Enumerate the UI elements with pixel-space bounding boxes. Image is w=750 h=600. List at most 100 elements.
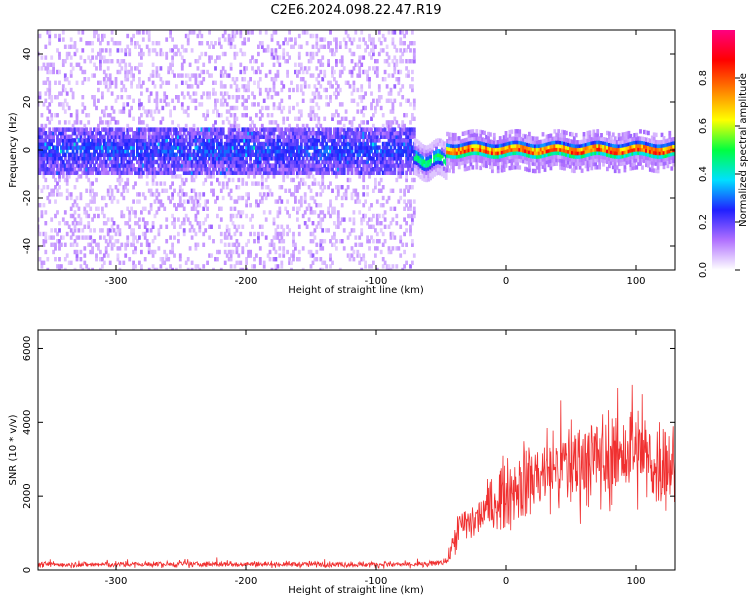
heatmap-cell: [262, 192, 266, 197]
heatmap-cell: [409, 149, 412, 154]
heatmap-cell: [218, 37, 221, 42]
heatmap-cell: [214, 98, 217, 103]
heatmap-cell: [104, 105, 108, 111]
heatmap-cell: [405, 152, 408, 157]
heatmap-cell: [157, 73, 161, 78]
heatmap-cell: [99, 228, 102, 233]
heatmap-cell: [258, 127, 262, 132]
heatmap-cell: [413, 149, 417, 154]
heatmap-cell: [102, 109, 106, 114]
heatmap-cell: [336, 185, 340, 190]
heatmap-cell: [381, 156, 385, 161]
heatmap-cell: [239, 131, 243, 136]
heatmap-cell: [200, 163, 204, 168]
heatmap-cell: [141, 163, 145, 168]
heatmap-cell: [104, 80, 108, 85]
heatmap-cell: [58, 228, 61, 233]
heatmap-cell: [421, 169, 425, 174]
heatmap-cell: [352, 217, 356, 222]
heatmap-cell: [405, 242, 408, 247]
heatmap-cell: [348, 37, 352, 42]
heatmap-cell: [397, 246, 401, 251]
heatmap-cell: [401, 141, 405, 147]
heatmap-cell: [452, 161, 455, 167]
heatmap-cell: [171, 213, 174, 219]
heatmap-cell: [132, 141, 135, 147]
heatmap-cell: [173, 221, 176, 226]
heatmap-cell: [161, 203, 165, 208]
heatmap-cell: [364, 264, 367, 269]
heatmap-cell: [313, 84, 317, 89]
heatmap-cell: [494, 143, 498, 149]
heatmap-cell: [140, 167, 143, 172]
heatmap-cell: [303, 163, 307, 168]
heatmap-cell: [239, 231, 243, 237]
heatmap-cell: [309, 249, 313, 255]
heatmap-cell: [319, 95, 323, 100]
heatmap-cell: [198, 159, 202, 165]
heatmap-cell: [362, 141, 366, 147]
heatmap-cell: [210, 188, 213, 193]
heatmap-cell: [492, 147, 496, 152]
heatmap-cell: [440, 146, 444, 152]
heatmap-cell: [136, 149, 139, 154]
heatmap-cell: [102, 170, 106, 175]
heatmap-cell: [46, 77, 50, 82]
heatmap-cell: [305, 152, 309, 157]
heatmap-cell: [492, 132, 496, 138]
heatmap-cell: [455, 136, 459, 141]
heatmap-cell: [87, 138, 91, 143]
heatmap-cell: [204, 199, 208, 204]
heatmap-cell: [65, 145, 69, 150]
heatmap-cell: [225, 141, 229, 147]
heatmap-cell: [241, 145, 245, 150]
heatmap-cell: [492, 140, 496, 145]
heatmap-cell: [134, 66, 137, 71]
heatmap-cell: [342, 156, 346, 161]
heatmap-cell: [286, 156, 289, 161]
heatmap-cell: [321, 170, 325, 175]
heatmap-cell: [492, 136, 496, 141]
heatmap-cell: [138, 163, 141, 168]
heatmap-cell: [61, 87, 65, 93]
heatmap-cell: [93, 95, 96, 100]
heatmap-cell: [249, 131, 252, 136]
heatmap-cell: [444, 175, 448, 180]
heatmap-cell: [138, 69, 141, 75]
heatmap-cell: [498, 150, 502, 155]
heatmap-cell: [216, 163, 219, 168]
heatmap-cell: [274, 235, 278, 240]
heatmap-cell: [143, 149, 147, 154]
heatmap-cell: [397, 131, 401, 136]
heatmap-cell: [338, 170, 342, 175]
heatmap-cell: [288, 95, 291, 100]
heatmap-cell: [405, 30, 408, 35]
heatmap-cell: [354, 167, 358, 172]
heatmap-cell: [239, 260, 243, 265]
heatmap-cell: [303, 195, 307, 201]
heatmap-cell: [258, 131, 262, 136]
heatmap-cell: [401, 163, 405, 168]
heatmap-cell: [399, 149, 403, 154]
heatmap-cell: [270, 145, 274, 150]
heatmap-cell: [71, 159, 75, 165]
heatmap-cell: [379, 177, 383, 183]
heatmap-cell: [372, 138, 375, 143]
heatmap-cell: [333, 149, 336, 154]
heatmap-cell: [91, 48, 94, 53]
heatmap-cell: [399, 48, 403, 53]
heatmap-cell: [229, 156, 233, 161]
heatmap-cell: [50, 69, 54, 75]
heatmap-cell: [44, 134, 48, 139]
heatmap-cell: [231, 105, 235, 111]
heatmap-cell: [245, 167, 248, 172]
heatmap-cell: [360, 95, 364, 100]
heatmap-cell: [216, 131, 219, 136]
heatmap-cell: [296, 138, 299, 143]
heatmap-cell: [401, 149, 405, 154]
heatmap-cell: [435, 171, 438, 176]
heatmap-cell: [251, 167, 254, 172]
heatmap-cell: [60, 127, 63, 132]
heatmap-cell: [85, 145, 89, 150]
heatmap-cell: [99, 249, 102, 255]
